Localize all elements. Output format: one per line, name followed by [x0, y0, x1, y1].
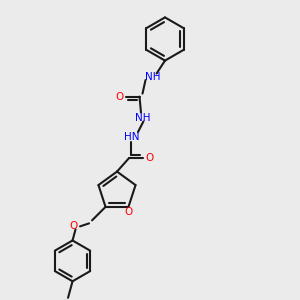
Text: O: O [124, 207, 133, 217]
Text: HN: HN [124, 132, 140, 142]
Text: O: O [69, 221, 78, 231]
Text: O: O [145, 153, 153, 163]
Text: NH: NH [135, 112, 150, 123]
Text: O: O [115, 92, 124, 102]
Text: NH: NH [145, 72, 161, 82]
